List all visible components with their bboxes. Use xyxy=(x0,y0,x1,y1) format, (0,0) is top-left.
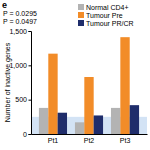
bar xyxy=(48,54,57,134)
annotation: P = 0.0497 xyxy=(3,18,37,25)
bar xyxy=(75,122,84,134)
legend-swatch xyxy=(78,4,84,10)
bar xyxy=(130,105,139,134)
bar xyxy=(84,77,93,134)
legend-item: Tumour Pre xyxy=(78,12,123,19)
y-tick-mark xyxy=(29,65,32,66)
legend-label: Tumour PR/CR xyxy=(86,20,134,27)
panel-label: e xyxy=(2,0,7,10)
plot: 0 500 1,000 1,500 Pt1 Pt2 Pt3 xyxy=(9,28,147,144)
y-tick: 1,000 xyxy=(9,62,31,69)
y-tick-label: 0 xyxy=(23,131,27,138)
y-axis-title: Number of inactive genes xyxy=(4,42,12,122)
y-tick: 1,500 xyxy=(9,28,31,35)
legend-swatch xyxy=(78,12,84,18)
y-tick-label: 1,000 xyxy=(9,62,27,69)
bar xyxy=(58,113,67,134)
x-axis: Pt1 Pt2 Pt3 xyxy=(32,134,148,144)
x-tick: Pt1 xyxy=(48,134,59,144)
legend-item: Tumour PR/CR xyxy=(78,20,134,27)
y-tick-mark xyxy=(29,134,32,135)
bar xyxy=(94,115,103,134)
y-tick-mark xyxy=(29,100,32,101)
x-tick: Pt3 xyxy=(120,134,131,144)
y-tick-label: 500 xyxy=(15,96,27,103)
bar xyxy=(120,37,129,134)
x-axis-line xyxy=(32,134,148,135)
legend-label: Tumour Pre xyxy=(86,12,123,19)
y-axis: 0 500 1,000 1,500 xyxy=(9,28,31,138)
bar xyxy=(39,108,48,134)
x-tick: Pt2 xyxy=(84,134,95,144)
annotation: P = 0.0295 xyxy=(3,10,37,17)
y-tick: 500 xyxy=(15,96,31,103)
x-tick-label: Pt1 xyxy=(48,137,59,144)
y-tick-mark xyxy=(29,31,32,32)
y-axis-line xyxy=(29,32,32,135)
legend-label: Normal CD4+ xyxy=(86,4,129,11)
bar xyxy=(111,108,120,134)
x-tick-label: Pt2 xyxy=(84,137,95,144)
legend-item: Normal CD4+ xyxy=(78,4,129,11)
y-tick-label: 1,500 xyxy=(9,28,27,35)
y-tick: 0 xyxy=(23,131,31,138)
legend-swatch xyxy=(78,20,84,26)
chart: 0 500 1,000 1,500 Pt1 Pt2 Pt3 Number of inactiv… xyxy=(0,0,150,150)
marks xyxy=(31,37,147,134)
x-tick-label: Pt3 xyxy=(120,137,131,144)
legend: Normal CD4+Tumour PreTumour PR/CR xyxy=(78,4,134,27)
